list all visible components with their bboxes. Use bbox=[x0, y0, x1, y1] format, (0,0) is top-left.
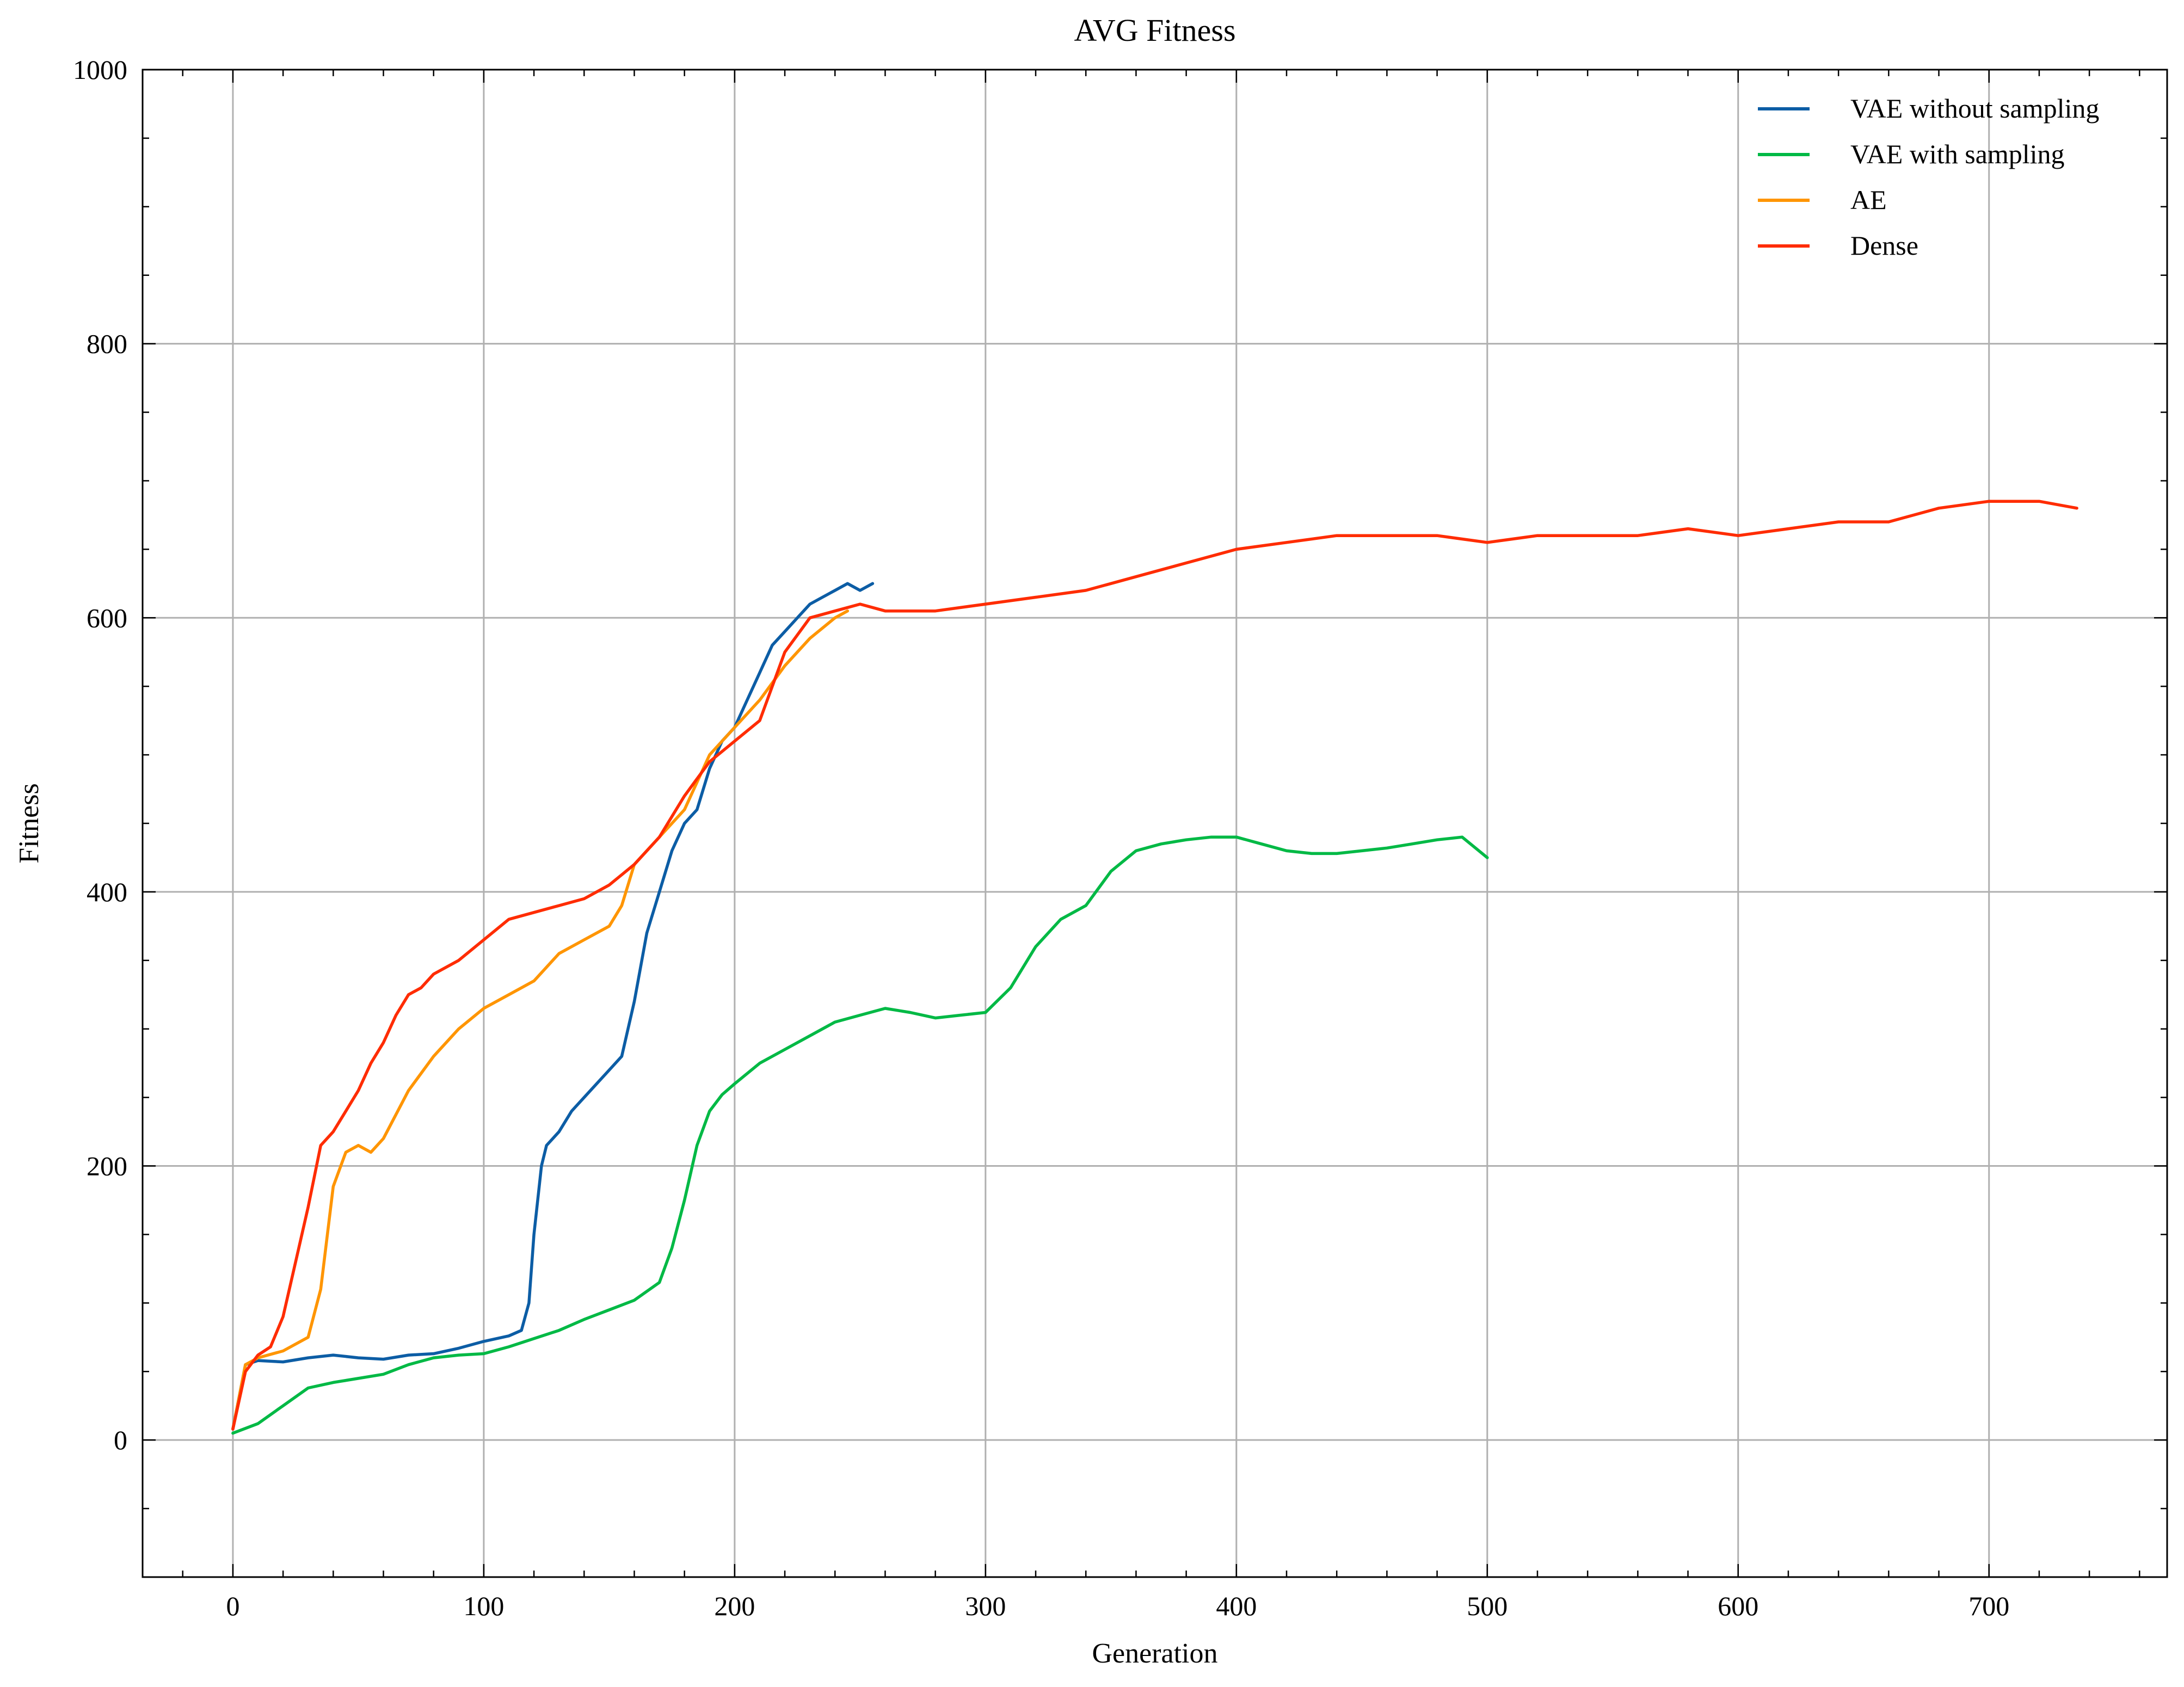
y-tick-label: 200 bbox=[87, 1151, 127, 1181]
legend-label: VAE with sampling bbox=[1850, 139, 2065, 169]
tick-labels: 0 100 200 300 400 500 600 700 0 200 400 600 800 1000 bbox=[73, 54, 2009, 1621]
x-tick-label: 200 bbox=[714, 1591, 755, 1621]
series-line-dense bbox=[231, 500, 2078, 1431]
series-line-ae bbox=[231, 609, 850, 1431]
x-tick-label: 0 bbox=[226, 1591, 239, 1621]
x-tick-label: 300 bbox=[965, 1591, 1006, 1621]
y-tick-label: 0 bbox=[114, 1425, 127, 1455]
x-tick-label: 400 bbox=[1216, 1591, 1257, 1621]
y-tick-label: 400 bbox=[87, 877, 127, 907]
legend-label: VAE without sampling bbox=[1850, 93, 2099, 124]
y-axis-label: Fitness bbox=[14, 783, 45, 863]
y-tick-label: 1000 bbox=[73, 54, 127, 85]
y-tick-label: 800 bbox=[87, 329, 127, 359]
x-tick-label: 100 bbox=[463, 1591, 504, 1621]
x-tick-label: 600 bbox=[1718, 1591, 1758, 1621]
x-tick-label: 700 bbox=[1968, 1591, 2009, 1621]
chart-title: AVG Fitness bbox=[1074, 13, 1235, 48]
legend: VAE without sampling VAE with sampling AE D… bbox=[1758, 93, 2099, 261]
series-layer bbox=[231, 500, 2078, 1435]
series-line-vae-without-sampling bbox=[231, 582, 875, 1431]
x-tick-label: 500 bbox=[1467, 1591, 1508, 1621]
x-axis-label: Generation bbox=[1092, 1638, 1217, 1669]
legend-label: Dense bbox=[1850, 230, 1918, 261]
series-line-vae-with-sampling bbox=[231, 835, 1489, 1435]
axis-ticks bbox=[143, 69, 2167, 1577]
legend-label: AE bbox=[1850, 184, 1887, 215]
y-tick-label: 600 bbox=[87, 602, 127, 633]
